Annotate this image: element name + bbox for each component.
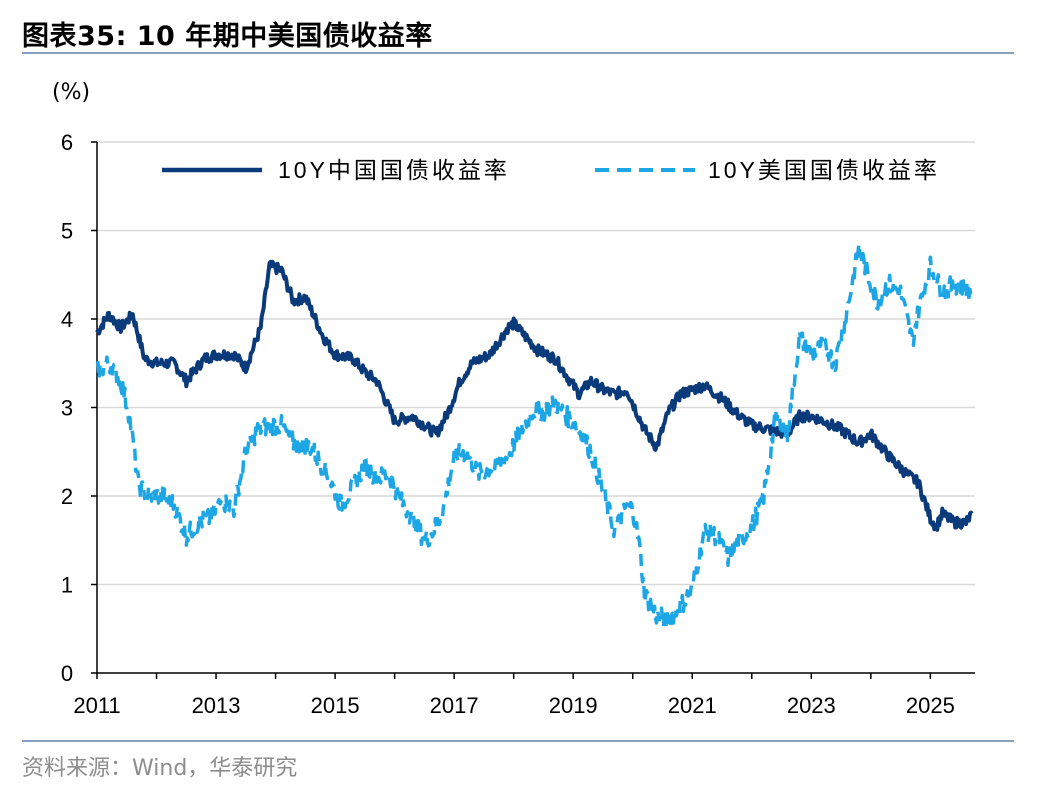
gridlines xyxy=(97,141,975,586)
y-axis-unit-label: (%) xyxy=(52,80,91,105)
source-note: 资料来源：Wind，华泰研究 xyxy=(22,756,298,781)
y-tick-label: 4 xyxy=(61,307,73,332)
y-tick-label: 5 xyxy=(61,219,73,244)
legend-label-us: 10Y美国国债收益率 xyxy=(708,157,940,183)
x-tick-label: 2013 xyxy=(192,693,241,718)
y-tick-label: 1 xyxy=(61,573,73,598)
chart-title: 图表35: 10 年期中美国债收益率 xyxy=(22,21,433,52)
y-tick-label: 0 xyxy=(61,661,73,686)
y-tick-label: 2 xyxy=(61,484,73,509)
y-tick-label: 3 xyxy=(61,396,73,421)
legend-label-china: 10Y中国国债收益率 xyxy=(278,157,510,183)
series-lines xyxy=(95,242,974,629)
x-tick-label: 2021 xyxy=(668,693,717,718)
top-divider xyxy=(22,52,1014,54)
x-tick-label: 2025 xyxy=(906,693,955,718)
y-tick-label: 6 xyxy=(61,130,73,155)
china-10y-yield-line xyxy=(95,259,974,532)
x-tick-label: 2019 xyxy=(549,693,598,718)
x-tick-label: 2011 xyxy=(73,693,120,718)
us-10y-yield-line xyxy=(95,242,973,629)
x-tick-label: 2017 xyxy=(430,693,479,718)
x-tick-label: 2015 xyxy=(311,693,360,718)
x-tick-label: 2023 xyxy=(787,693,836,718)
legend: 10Y中国国债收益率 10Y美国国债收益率 xyxy=(162,157,940,183)
bottom-divider xyxy=(22,740,1014,742)
axes: 0 1 2 3 4 5 6 2011 2013 2015 2017 2019 2021 2023 2025 xyxy=(61,130,975,718)
